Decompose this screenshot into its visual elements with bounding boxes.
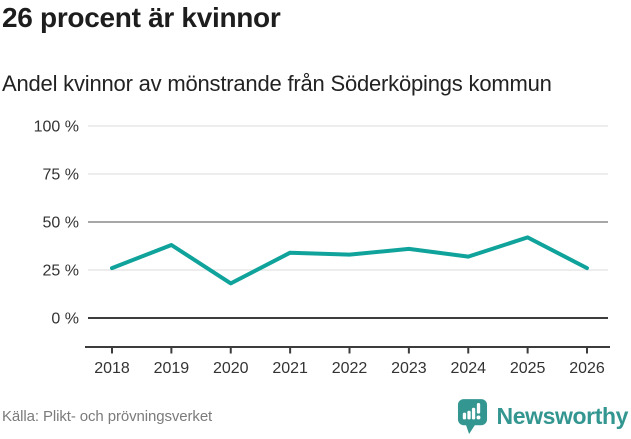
newsworthy-logo-text: Newsworthy — [496, 402, 629, 429]
x-axis-label: 2021 — [272, 360, 308, 377]
x-axis-label: 2023 — [391, 360, 427, 377]
line-chart: 100 % 75 % 50 % 25 % 0 % 2018 2019 2020 2021 2022… — [34, 119, 610, 377]
chart-title: 26 procent är kvinnor — [2, 2, 281, 33]
y-axis-label: 50 % — [43, 215, 79, 232]
x-axis-label: 2019 — [154, 360, 190, 377]
x-axis-label: 2018 — [94, 360, 130, 377]
x-axis-label: 2026 — [569, 360, 605, 377]
source-note: Källa: Plikt- och prövningsverket — [2, 407, 213, 425]
x-axis-label: 2024 — [450, 360, 486, 377]
chart-footer: Källa: Plikt- och prövningsverket Newswo… — [2, 396, 628, 436]
data-line — [110, 235, 589, 286]
newsworthy-logo-icon — [457, 398, 487, 434]
x-axis-label: 2025 — [510, 360, 546, 377]
x-axis-label: 2020 — [213, 360, 249, 377]
chart-subtitle: Andel kvinnor av mönstrande från Söderkö… — [2, 71, 552, 96]
y-axis-label: 0 % — [51, 311, 79, 328]
x-axis-label: 2022 — [332, 360, 368, 377]
newsworthy-logo[interactable]: Newsworthy — [457, 398, 628, 435]
y-axis-label: 75 % — [43, 167, 79, 184]
y-axis-label: 25 % — [43, 263, 79, 280]
y-axis-label: 100 % — [34, 119, 79, 136]
